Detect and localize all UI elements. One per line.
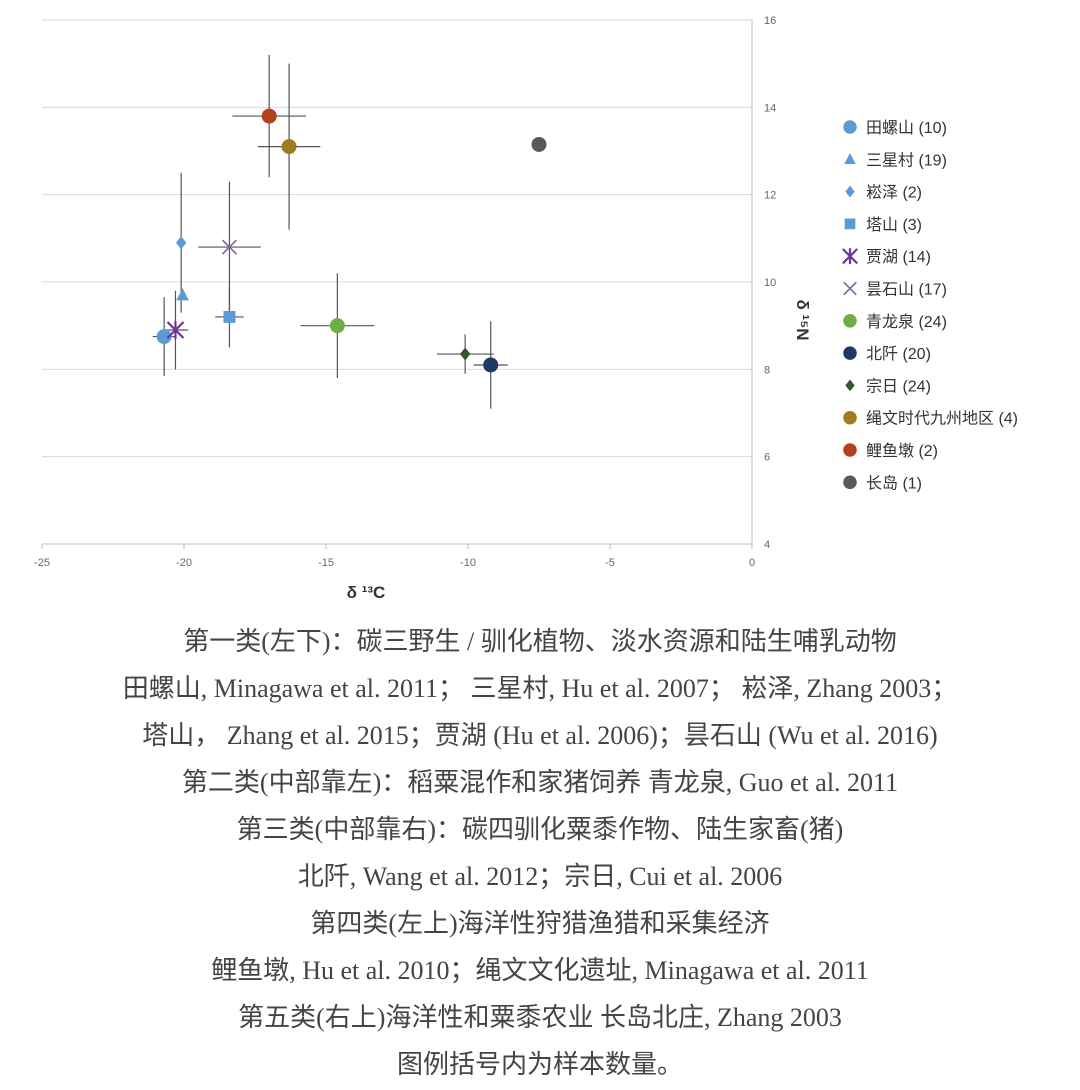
scatter-chart: 4 6 8 10 12 14 16 -25 -20 -15 -10 -5 0 田螺山 (10) 三星村 (… [34, 15, 1018, 602]
data-point [281, 139, 297, 155]
legend-label: 宗日 (24) [866, 377, 931, 395]
x-axis-title: δ ¹³C [347, 583, 386, 602]
data-point [843, 346, 857, 360]
data-point [843, 314, 857, 328]
data-point [845, 379, 855, 392]
y-tick-label: 10 [764, 277, 776, 289]
data-point [843, 120, 857, 134]
marker-stroke [221, 239, 238, 255]
data-point [175, 236, 187, 250]
data-point [221, 239, 238, 255]
caption-line: 第四类(左上)海洋性狩猎渔猎和采集经济 [310, 909, 770, 938]
caption-line: 北阡, Wang et al. 2012；宗日, Cui et al. 2006 [297, 862, 783, 891]
figure-caption: 第一类(左下)：碳三野生 / 驯化植物、淡水资源和陆生哺乳动物 田螺山, Min… [0, 618, 1080, 1088]
caption-line: 图例括号内为样本数量。 [396, 1050, 683, 1079]
data-point [261, 108, 277, 124]
legend-item: 北阡 (20) [843, 345, 931, 363]
error-bars [152, 54, 508, 409]
x-tick-label: 0 [749, 557, 755, 569]
legend-item: 青龙泉 (24) [843, 313, 947, 331]
data-point [844, 218, 856, 230]
y-tick-label: 12 [764, 190, 776, 202]
data-point [842, 248, 858, 265]
marker-stroke [843, 281, 857, 296]
data-point [176, 288, 189, 301]
caption-line: 第一类(左下)：碳三野生 / 驯化植物、淡水资源和陆生哺乳动物 [183, 627, 897, 656]
y-tick-label: 6 [764, 452, 770, 464]
legend-label: 田螺山 (10) [866, 119, 947, 137]
data-point [166, 321, 185, 339]
legend-item: 贾湖 (14) [842, 248, 931, 266]
legend-label: 青龙泉 (24) [866, 313, 947, 331]
legend-item: 塔山 (3) [844, 216, 922, 234]
data-point [845, 185, 855, 198]
data-point [483, 357, 499, 373]
data-point [531, 136, 547, 152]
axes: 4 6 8 10 12 14 16 -25 -20 -15 -10 -5 0 [34, 15, 776, 569]
legend-item: 鲤鱼墩 (2) [843, 442, 938, 460]
y-tick-label: 8 [764, 364, 770, 376]
y-tick-label: 14 [764, 102, 776, 114]
x-tick-label: -5 [605, 557, 615, 569]
data-point [844, 153, 856, 165]
caption-line: 第三类(中部靠右)：碳四驯化粟黍作物、陆生家畜(猪) [236, 815, 844, 844]
x-tick-label: -10 [460, 557, 476, 569]
legend-label: 崧泽 (2) [866, 184, 922, 202]
legend-label: 昙石山 (17) [866, 281, 947, 299]
legend-label: 绳文时代九州地区 (4) [866, 410, 1018, 428]
data-points [156, 108, 547, 373]
legend-label: 塔山 (3) [866, 216, 922, 234]
y-tick-label: 16 [764, 15, 776, 27]
caption-line: 第五类(右上)海洋性和粟黍农业 长岛北庄, Zhang 2003 [238, 1003, 842, 1032]
data-point [156, 329, 172, 345]
legend-item: 三星村 (19) [844, 151, 947, 169]
legend-item: 田螺山 (10) [843, 119, 947, 137]
x-tick-label: -15 [318, 557, 334, 569]
x-tick-label: -20 [176, 557, 192, 569]
gridlines [42, 19, 752, 458]
data-point [329, 318, 345, 334]
caption-line: 鲤鱼墩, Hu et al. 2010；绳文文化遗址, Minagawa et … [211, 956, 869, 985]
data-point [843, 281, 857, 296]
legend-item: 宗日 (24) [845, 377, 931, 395]
data-point [843, 475, 857, 490]
caption-line: 第二类(中部靠左)：稻粟混作和家猪饲养 青龙泉, Guo et al. 2011 [181, 768, 899, 797]
legend-item: 绳文时代九州地区 (4) [843, 410, 1018, 428]
caption-line: 田螺山, Minagawa et al. 2011； 三星村, Hu et al… [122, 674, 958, 703]
caption-line: 塔山， Zhang et al. 2015；贾湖 (Hu et al. 2006… [142, 721, 938, 750]
data-point [843, 443, 857, 457]
legend-item: 昙石山 (17) [843, 281, 947, 299]
legend-label: 鲤鱼墩 (2) [866, 442, 938, 460]
data-point [223, 310, 236, 323]
legend-label: 三星村 (19) [866, 151, 947, 169]
y-axis-title: δ ¹⁵N [793, 300, 812, 341]
x-tick-label: -25 [34, 557, 50, 569]
data-point [843, 410, 857, 425]
legend-label: 长岛 (1) [866, 474, 922, 492]
legend-item: 崧泽 (2) [845, 184, 922, 202]
y-tick-label: 4 [764, 539, 770, 551]
legend: 田螺山 (10) 三星村 (19) 崧泽 (2) 塔山 (3) 贾湖 (14) 昙石山 (… [842, 119, 1018, 492]
data-point [459, 347, 471, 361]
legend-label: 贾湖 (14) [866, 248, 931, 266]
legend-item: 长岛 (1) [843, 474, 922, 492]
legend-label: 北阡 (20) [866, 345, 931, 363]
